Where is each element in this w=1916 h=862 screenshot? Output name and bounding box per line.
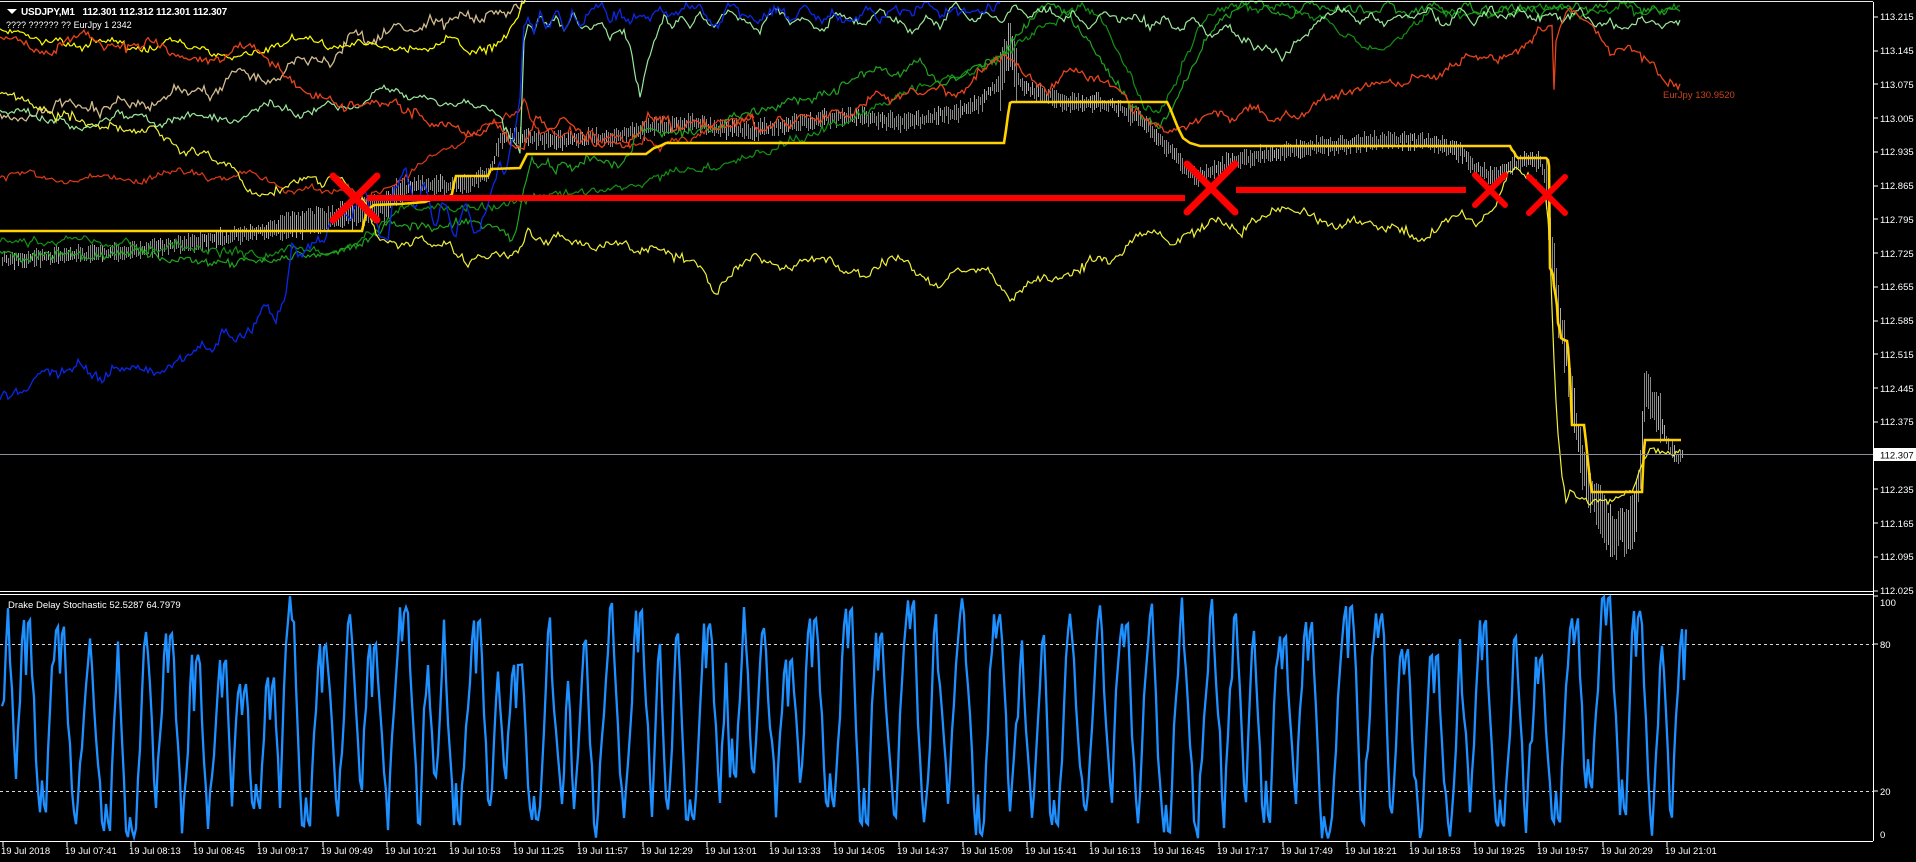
svg-text:112.025: 112.025 — [1880, 586, 1914, 597]
svg-text:19 Jul 16:45: 19 Jul 16:45 — [1153, 846, 1205, 857]
svg-text:112.725: 112.725 — [1880, 249, 1914, 260]
svg-text:19 Jul 19:57: 19 Jul 19:57 — [1537, 846, 1589, 857]
svg-text:112.235: 112.235 — [1880, 485, 1914, 496]
svg-text:19 Jul 08:45: 19 Jul 08:45 — [193, 846, 245, 857]
svg-text:80: 80 — [1880, 640, 1891, 651]
svg-text:19 Jul 12:29: 19 Jul 12:29 — [641, 846, 693, 857]
svg-text:19 Jul 17:49: 19 Jul 17:49 — [1281, 846, 1333, 857]
svg-text:19 Jul 09:49: 19 Jul 09:49 — [321, 846, 373, 857]
svg-text:112.935: 112.935 — [1880, 147, 1914, 158]
svg-text:19 Jul 17:17: 19 Jul 17:17 — [1217, 846, 1269, 857]
svg-text:19 Jul 15:41: 19 Jul 15:41 — [1025, 846, 1077, 857]
svg-text:19 Jul 13:33: 19 Jul 13:33 — [769, 846, 821, 857]
svg-text:19 Jul 18:53: 19 Jul 18:53 — [1409, 846, 1461, 857]
svg-text:113.215: 113.215 — [1880, 12, 1914, 23]
svg-text:19 Jul 10:53: 19 Jul 10:53 — [449, 846, 501, 857]
svg-text:19 Jul 15:09: 19 Jul 15:09 — [961, 846, 1013, 857]
svg-text:113.145: 113.145 — [1880, 46, 1914, 57]
svg-text:19 Jul 14:37: 19 Jul 14:37 — [897, 846, 949, 857]
svg-text:19 Jul 16:13: 19 Jul 16:13 — [1089, 846, 1141, 857]
svg-text:19 Jul 20:29: 19 Jul 20:29 — [1601, 846, 1653, 857]
svg-text:112.095: 112.095 — [1880, 552, 1914, 563]
svg-text:19 Jul 2018: 19 Jul 2018 — [1, 846, 50, 857]
svg-text:112.795: 112.795 — [1880, 215, 1914, 226]
svg-text:112.585: 112.585 — [1880, 316, 1914, 327]
svg-text:19 Jul 08:13: 19 Jul 08:13 — [129, 846, 181, 857]
svg-text:112.445: 112.445 — [1880, 384, 1914, 395]
svg-text:Drake Delay Stochastic 52.5287: Drake Delay Stochastic 52.5287 64.7979 — [8, 600, 181, 611]
svg-text:112.655: 112.655 — [1880, 282, 1914, 293]
svg-text:113.005: 113.005 — [1880, 114, 1914, 125]
svg-text:113.075: 113.075 — [1880, 80, 1914, 91]
svg-text:19 Jul 19:25: 19 Jul 19:25 — [1473, 846, 1525, 857]
svg-text:19 Jul 09:17: 19 Jul 09:17 — [257, 846, 309, 857]
svg-text:19 Jul 18:21: 19 Jul 18:21 — [1345, 846, 1397, 857]
svg-text:112.515: 112.515 — [1880, 350, 1914, 361]
svg-text:112.165: 112.165 — [1880, 519, 1914, 530]
svg-text:USDJPY,M1 112.301 112.312 11: USDJPY,M1 112.301 112.312 112.301 112.30… — [21, 7, 228, 18]
svg-text:???? ?????? ?? EurJpy 1 2342: ???? ?????? ?? EurJpy 1 2342 — [6, 20, 132, 30]
svg-text:19 Jul 13:01: 19 Jul 13:01 — [705, 846, 757, 857]
svg-text:EurJpy 130.9520: EurJpy 130.9520 — [1663, 90, 1735, 101]
svg-text:0: 0 — [1880, 830, 1885, 841]
svg-text:19 Jul 21:01: 19 Jul 21:01 — [1665, 846, 1717, 857]
svg-text:112.375: 112.375 — [1880, 417, 1914, 428]
svg-text:19 Jul 07:41: 19 Jul 07:41 — [65, 846, 117, 857]
svg-text:19 Jul 10:21: 19 Jul 10:21 — [385, 846, 437, 857]
svg-text:19 Jul 11:57: 19 Jul 11:57 — [577, 846, 628, 857]
svg-text:112.865: 112.865 — [1880, 181, 1914, 192]
svg-text:19 Jul 11:25: 19 Jul 11:25 — [513, 846, 564, 857]
svg-text:112.307: 112.307 — [1880, 451, 1914, 462]
svg-text:19 Jul 14:05: 19 Jul 14:05 — [833, 846, 885, 857]
svg-text:20: 20 — [1880, 787, 1891, 798]
svg-text:100: 100 — [1880, 598, 1896, 609]
